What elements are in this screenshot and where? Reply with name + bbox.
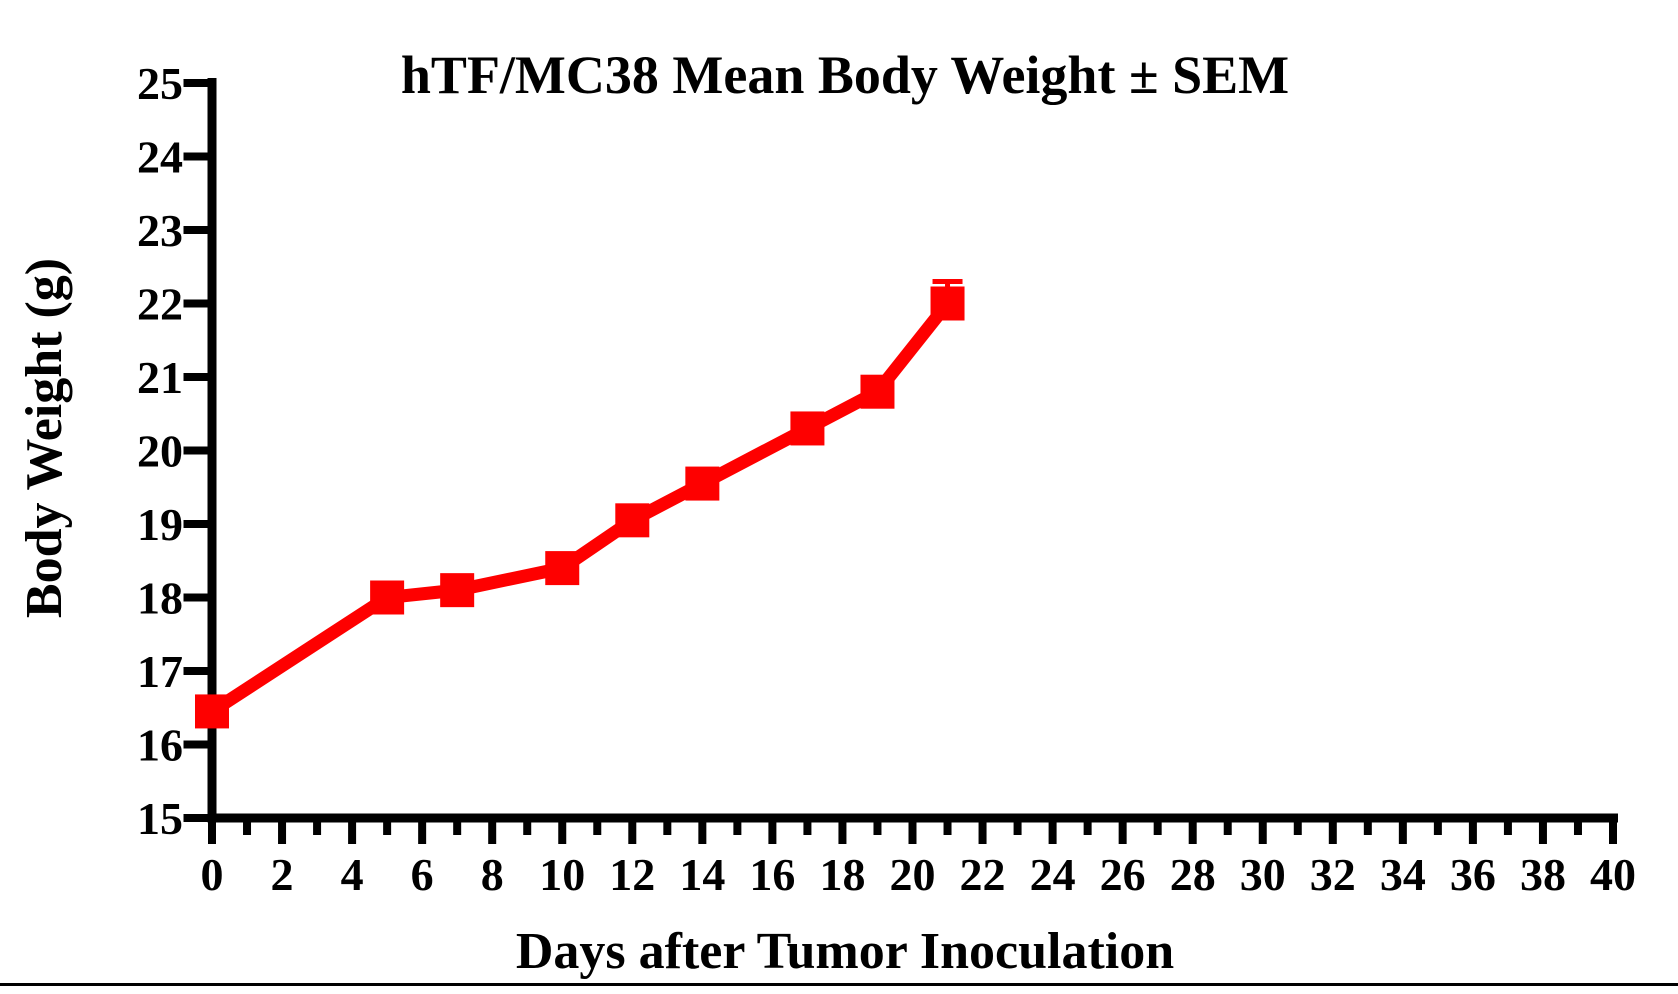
bottom-border-line [0, 983, 1678, 986]
data-point-marker [615, 503, 650, 538]
x-tick-label: 34 [1380, 849, 1426, 900]
series-line [208, 299, 953, 717]
data-point-marker [860, 374, 895, 409]
x-tick-label: 30 [1240, 849, 1286, 900]
data-point-marker [440, 573, 475, 608]
data-point-marker [545, 551, 580, 586]
y-tick-label: 24 [137, 132, 183, 183]
x-tick-label: 36 [1450, 849, 1496, 900]
y-tick-label: 15 [137, 793, 183, 844]
y-tick-label: 17 [137, 646, 183, 697]
x-tick-label: 2 [271, 849, 294, 900]
x-tick-label: 0 [201, 849, 224, 900]
y-tick-label: 19 [137, 499, 183, 550]
x-tick-label: 40 [1590, 849, 1636, 900]
y-tick-label: 25 [137, 58, 183, 109]
y-tick-label: 23 [137, 205, 183, 256]
x-axis-title: Days after Tumor Inoculation [515, 923, 1175, 980]
data-point-marker [930, 286, 965, 321]
data-point-marker [790, 411, 825, 446]
y-tick-label: 21 [137, 352, 183, 403]
chart-title: hTF/MC38 Mean Body Weight ± SEM [400, 45, 1290, 105]
x-tick-label: 32 [1310, 849, 1356, 900]
data-point-marker [370, 580, 405, 615]
y-tick-label: 18 [137, 573, 183, 624]
y-tick-label: 16 [137, 720, 183, 771]
data-point-marker [195, 694, 229, 729]
x-tick-label: 8 [481, 849, 504, 900]
y-tick-label: 22 [137, 279, 183, 330]
x-tick-label: 18 [819, 849, 865, 900]
x-tick-label: 16 [749, 849, 795, 900]
x-tick-label: 12 [609, 849, 655, 900]
x-tick-label: 26 [1100, 849, 1146, 900]
x-tick-label: 20 [890, 849, 936, 900]
x-tick-label: 24 [1030, 849, 1076, 900]
x-tick-label: 38 [1520, 849, 1566, 900]
y-tick-label: 20 [137, 426, 183, 477]
x-tick-label: 28 [1170, 849, 1216, 900]
x-tick-label: 10 [539, 849, 585, 900]
x-tick-label: 4 [341, 849, 364, 900]
x-tick-label: 6 [411, 849, 434, 900]
data-point-marker [685, 466, 720, 501]
x-tick-label: 14 [679, 849, 725, 900]
x-tick-label: 22 [960, 849, 1006, 900]
